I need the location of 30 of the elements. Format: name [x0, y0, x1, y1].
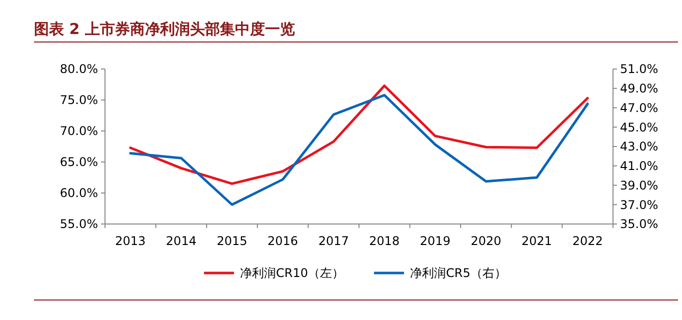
- y2-tick-label: 37.0%: [620, 198, 658, 212]
- y2-tick-label: 39.0%: [620, 178, 658, 192]
- y2-tick-label: 35.0%: [620, 217, 658, 232]
- y-tick-label: 70.0%: [60, 124, 98, 138]
- x-tick-label: 2022: [572, 234, 603, 248]
- x-tick-label: 2017: [318, 234, 349, 248]
- x-tick-label: 2014: [166, 234, 196, 248]
- x-tick-label: 2018: [369, 234, 400, 248]
- y2-tick-label: 47.0%: [620, 100, 658, 115]
- y-tick-label: 75.0%: [60, 93, 98, 108]
- x-tick-label: 2016: [268, 234, 298, 248]
- line-series: [129, 84, 589, 185]
- x-tick-label: 2020: [470, 234, 502, 248]
- y-tick-label: 60.0%: [60, 186, 98, 200]
- legend-label: 净利润CR10（左）: [240, 266, 344, 280]
- line-series: [129, 94, 589, 206]
- legend-label: 净利润CR5（右）: [410, 266, 506, 280]
- x-tick-label: 2019: [420, 234, 450, 248]
- x-tick-label: 2015: [216, 234, 248, 248]
- x-tick-label: 2021: [522, 234, 552, 248]
- y2-tick-label: 49.0%: [620, 82, 658, 96]
- y-tick-label: 55.0%: [60, 217, 98, 232]
- y2-tick-label: 41.0%: [620, 159, 658, 174]
- chart-title: 图表 2 上市券商净利润头部集中度一览: [34, 20, 295, 38]
- y-tick-label: 80.0%: [60, 62, 98, 76]
- y-tick-label: 65.0%: [60, 155, 98, 170]
- y2-tick-label: 51.0%: [620, 62, 658, 76]
- x-tick-label: 2013: [115, 234, 146, 248]
- y2-tick-label: 43.0%: [620, 140, 658, 154]
- y2-tick-label: 45.0%: [620, 120, 658, 134]
